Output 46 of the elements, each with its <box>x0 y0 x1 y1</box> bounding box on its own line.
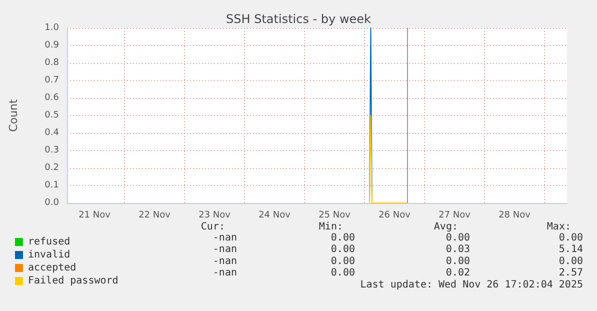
text: -nan <box>212 244 237 256</box>
text: 0.00 <box>446 256 470 267</box>
y-tick-label: 0.1 <box>44 180 59 190</box>
y-tick-label: 0.4 <box>44 128 60 138</box>
y-tick-label: 0.6 <box>44 93 60 103</box>
text: 2.57 <box>558 268 583 279</box>
x-tick-label: 22 Nov <box>138 210 172 220</box>
text: 5.14 <box>558 244 583 256</box>
y-tick-label: 0.2 <box>44 163 59 173</box>
x-tick-label: 23 Nov <box>198 210 232 220</box>
text: -nan <box>212 256 237 267</box>
text: 0.00 <box>558 232 583 244</box>
text: 0.00 <box>558 256 583 267</box>
text: 0.02 <box>446 268 470 279</box>
y-axis-title: Count <box>7 98 20 132</box>
y-tick-label: 0.0 <box>44 198 60 208</box>
text: 0.00 <box>330 268 355 279</box>
legend-label: invalid <box>28 250 70 260</box>
y-tick-label: 0.7 <box>44 76 59 86</box>
legend-label: Failed password <box>28 276 118 286</box>
text: 0.00 <box>330 232 355 244</box>
y-tick-label: 0.8 <box>44 58 60 68</box>
text: -nan <box>212 232 237 244</box>
chart-title: SSH Statistics - by week <box>226 12 372 26</box>
text: Cur: <box>200 222 225 232</box>
x-tick-label: 24 Nov <box>258 210 292 220</box>
text: Min: <box>318 222 343 232</box>
y-tick-label: 0.5 <box>44 110 59 120</box>
text: Last update: Wed Nov 26 17:02:04 2025 <box>360 279 583 290</box>
x-tick-label: 27 Nov <box>438 210 472 220</box>
legend-label: accepted <box>28 262 76 274</box>
text: 0.00 <box>330 244 355 256</box>
text: 0.00 <box>446 232 470 244</box>
text: Avg: <box>434 222 458 232</box>
y-tick-label: 0.9 <box>44 40 60 50</box>
x-tick-label: 26 Nov <box>378 210 412 220</box>
y-tick-label: 1.0 <box>44 23 60 33</box>
text: -nan <box>212 268 237 279</box>
text: Max: <box>546 222 571 232</box>
text: 0.00 <box>330 256 355 267</box>
x-tick-label: 25 Nov <box>318 210 352 220</box>
y-tick-label: 0.3 <box>44 146 59 156</box>
text: 0.03 <box>446 244 470 256</box>
x-tick-label: 28 Nov <box>498 210 532 220</box>
legend-label: refused <box>28 236 70 248</box>
x-tick-label: 21 Nov <box>78 210 112 220</box>
